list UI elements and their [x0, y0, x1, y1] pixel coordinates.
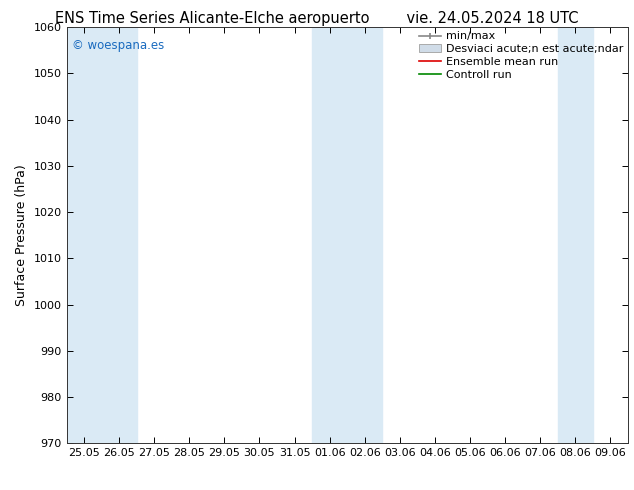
Bar	[312, 27, 347, 443]
Y-axis label: Surface Pressure (hPa): Surface Pressure (hPa)	[15, 164, 28, 306]
Text: © woespana.es: © woespana.es	[72, 40, 164, 52]
Text: ENS Time Series Alicante-Elche aeropuerto        vie. 24.05.2024 18 UTC: ENS Time Series Alicante-Elche aeropuert…	[55, 11, 579, 26]
Bar	[101, 27, 137, 443]
Bar	[557, 27, 593, 443]
Bar	[67, 27, 101, 443]
Legend: min/max, Desviaci acute;n est acute;ndar, Ensemble mean run, Controll run: min/max, Desviaci acute;n est acute;ndar…	[417, 29, 625, 82]
Bar	[347, 27, 382, 443]
